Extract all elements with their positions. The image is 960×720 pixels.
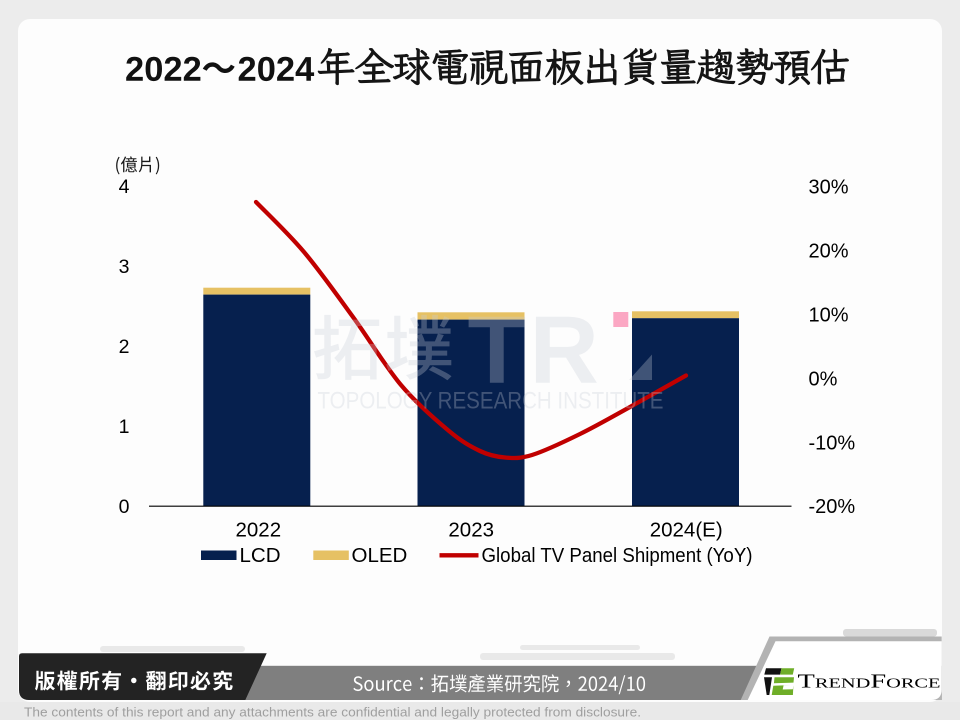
svg-text:-20%: -20% (809, 496, 856, 518)
svg-text:TrendForce: TrendForce (798, 672, 941, 693)
svg-text:30%: 30% (809, 177, 849, 199)
svg-text:Global TV Panel Shipment (YoY): Global TV Panel Shipment (YoY) (482, 544, 753, 567)
svg-text:TOPOLOGY RESEARCH INSTITUTE: TOPOLOGY RESEARCH INSTITUTE (318, 388, 664, 415)
svg-text:3: 3 (119, 256, 130, 278)
svg-text:The contents of this report an: The contents of this report and any atta… (24, 705, 641, 720)
svg-text:LCD: LCD (240, 544, 281, 567)
svg-text:0%: 0% (809, 368, 838, 390)
svg-text:-10%: -10% (809, 432, 856, 454)
svg-text:OLED: OLED (352, 544, 408, 567)
svg-text:10%: 10% (809, 305, 849, 327)
svg-text:2024(E): 2024(E) (650, 519, 723, 542)
svg-text:4: 4 (119, 176, 130, 198)
svg-text:2: 2 (119, 336, 130, 358)
svg-text:1: 1 (119, 416, 130, 438)
svg-text:20%: 20% (809, 241, 849, 263)
svg-text:2022: 2022 (235, 519, 281, 542)
svg-text:0: 0 (119, 496, 130, 518)
svg-text:2023: 2023 (448, 519, 494, 542)
